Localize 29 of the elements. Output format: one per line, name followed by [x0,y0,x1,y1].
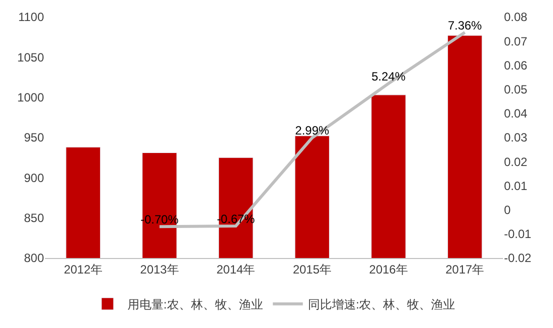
legend-label: 同比增速:农、林、牧、渔业 [308,298,456,312]
y2-tick-label: 0.06 [504,58,528,72]
y2-tick-label: 0.07 [504,34,528,48]
y-tick-label: 1050 [17,50,44,64]
y2-tick-label: 0 [504,203,511,217]
y2-tick-label: -0.01 [504,227,532,242]
y2-tick-label: 0.04 [504,106,528,121]
y-tick-label: 950 [24,130,44,145]
y2-tick-label: 0.05 [504,82,528,96]
x-tick-label: 2013年 [140,262,179,276]
x-tick-label: 2017年 [445,262,484,276]
y-tick-label: 1100 [18,10,44,24]
x-tick-label: 2015年 [292,262,332,276]
data-label: 5.24% [371,70,406,84]
data-label: 7.36% [448,18,482,32]
x-tick-label: 2016年 [369,262,408,276]
y-tick-label: 800 [24,251,44,266]
y-tick-label: 850 [24,211,44,226]
x-tick-label: 2014年 [216,262,256,276]
y-tick-label: 1000 [17,90,44,105]
y2-tick-label: 0.08 [504,10,528,24]
y-tick-label: 900 [24,170,44,185]
y2-tick-label: -0.02 [504,251,532,266]
y2-tick-label: 0.03 [504,130,528,145]
y2-tick-label: 0.02 [504,154,528,169]
legend-label: 用电量:农、林、牧、渔业 [128,298,263,312]
x-tick-label: 2012年 [64,262,103,276]
data-label: 2.99% [295,124,330,138]
y2-tick-label: 0.01 [504,178,528,193]
